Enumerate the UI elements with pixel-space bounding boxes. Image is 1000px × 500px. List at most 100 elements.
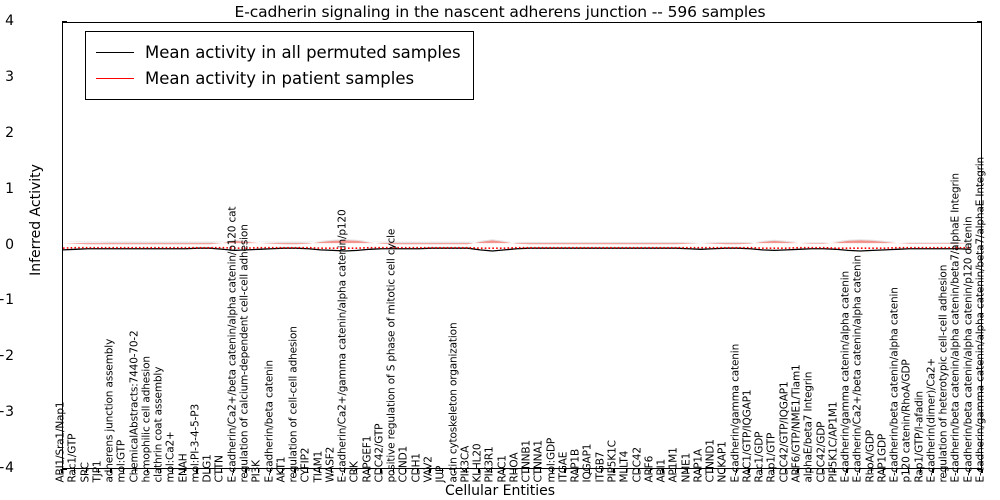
- x-tick-mark: [981, 469, 983, 473]
- x-tick-mark: [282, 469, 284, 473]
- x-tick-mark: [269, 469, 272, 473]
- x-tick-mark: [797, 469, 799, 473]
- x-tick-mark: [515, 469, 517, 473]
- x-tick-mark: [478, 469, 480, 473]
- legend-label-patient: Mean activity in patient samples: [145, 68, 415, 88]
- x-tick-mark: [760, 469, 762, 473]
- x-tick-mark: [171, 469, 173, 473]
- x-tick-mark: [907, 469, 909, 473]
- x-tick-mark: [846, 469, 848, 473]
- x-tick-mark: [552, 469, 554, 473]
- x-tick-mark: [61, 469, 63, 473]
- x-tick-mark: [699, 469, 701, 473]
- x-tick-mark: [601, 469, 603, 473]
- x-axis-label: Cellular Entities: [444, 483, 556, 499]
- x-tick-mark: [233, 469, 235, 473]
- x-tick-mark: [73, 469, 75, 473]
- patient-samples-band: [63, 240, 971, 245]
- x-tick-mark: [220, 469, 223, 473]
- y-tick-label: −4: [0, 460, 14, 476]
- x-tick-mark: [662, 469, 664, 473]
- x-tick-mark: [772, 469, 775, 473]
- x-tick-mark: [319, 469, 321, 473]
- x-tick-mark: [613, 469, 615, 473]
- x-tick-mark: [895, 469, 897, 473]
- x-tick-mark: [944, 469, 946, 473]
- y-tick-label: 1: [5, 180, 14, 197]
- x-tick-mark: [809, 469, 811, 473]
- x-tick-mark: [343, 469, 345, 473]
- x-tick-mark: [135, 469, 137, 473]
- plot-canvas: [63, 239, 971, 252]
- y-tick-label: 0: [5, 236, 14, 253]
- y-tick-mark: [62, 21, 67, 23]
- x-tick-mark: [871, 469, 873, 473]
- x-tick-mark: [147, 469, 149, 473]
- x-tick-marks: [61, 469, 983, 481]
- x-tick-mark: [588, 469, 591, 473]
- y-tick-label: 4: [5, 13, 14, 29]
- legend-entry-patient: Mean activity in patient samples: [96, 65, 461, 91]
- x-tick-mark: [503, 469, 505, 473]
- x-tick-mark: [306, 469, 308, 473]
- x-tick-mark: [527, 469, 529, 473]
- x-tick-mark: [564, 469, 566, 473]
- x-tick-mark: [429, 469, 431, 473]
- x-tick-mark: [932, 469, 934, 473]
- x-tick-mark: [650, 469, 652, 473]
- x-tick-mark: [85, 469, 88, 473]
- x-tick-mark: [687, 469, 689, 473]
- x-tick-mark: [883, 469, 885, 473]
- x-tick-mark: [821, 469, 824, 473]
- legend-swatch-patient: [96, 77, 134, 79]
- y-tick-label: 2: [5, 124, 14, 141]
- x-tick-mark: [417, 469, 419, 473]
- x-tick-mark: [392, 469, 394, 473]
- legend-swatch-permuted: [96, 51, 134, 53]
- x-tick-mark: [441, 469, 443, 473]
- series-line-patient: [63, 246, 971, 249]
- x-tick-mark: [625, 469, 627, 473]
- y-tick-label: 3: [5, 68, 14, 85]
- x-tick-mark: [245, 469, 247, 473]
- x-tick-mark: [368, 469, 370, 473]
- y-tick-mark-right: [977, 21, 982, 23]
- x-tick-mark: [748, 469, 750, 473]
- x-tick-mark: [453, 469, 456, 473]
- x-tick-mark: [184, 469, 186, 473]
- x-tick-mark: [331, 469, 333, 473]
- x-tick-mark: [122, 469, 124, 473]
- x-tick-mark: [110, 469, 112, 473]
- series-line-permuted: [63, 247, 971, 252]
- x-tick-mark: [956, 469, 959, 473]
- x-tick-mark: [834, 469, 836, 473]
- x-tick-mark: [294, 469, 296, 473]
- y-tick-label: −2: [0, 348, 14, 365]
- x-tick-mark: [208, 469, 210, 473]
- legend: Mean activity in all permuted samples Me…: [85, 31, 474, 100]
- x-tick-mark: [490, 469, 492, 473]
- x-tick-mark: [159, 469, 161, 473]
- x-tick-mark: [380, 469, 382, 473]
- y-axis-label: Inferred Activity: [28, 164, 44, 276]
- x-tick-mark: [98, 469, 100, 473]
- legend-entry-permuted: Mean activity in all permuted samples: [96, 39, 461, 65]
- x-tick-mark: [723, 469, 725, 473]
- x-tick-mark: [858, 469, 860, 473]
- x-tick-mark: [674, 469, 676, 473]
- x-tick-mark: [404, 469, 407, 473]
- x-tick-mark: [969, 469, 971, 473]
- x-tick-mark: [355, 469, 357, 473]
- permuted-samples-band: [63, 239, 971, 244]
- x-tick-mark: [920, 469, 922, 473]
- x-tick-mark: [736, 469, 738, 473]
- legend-label-permuted: Mean activity in all permuted samples: [145, 42, 461, 62]
- y-tick-label: −1: [0, 292, 14, 309]
- page-title: E-cadherin signaling in the nascent adhe…: [234, 3, 766, 21]
- x-tick-mark: [711, 469, 713, 473]
- x-tick-mark: [257, 469, 259, 473]
- x-tick-mark: [196, 469, 198, 473]
- x-tick-mark: [637, 469, 640, 473]
- x-tick-mark: [539, 469, 541, 473]
